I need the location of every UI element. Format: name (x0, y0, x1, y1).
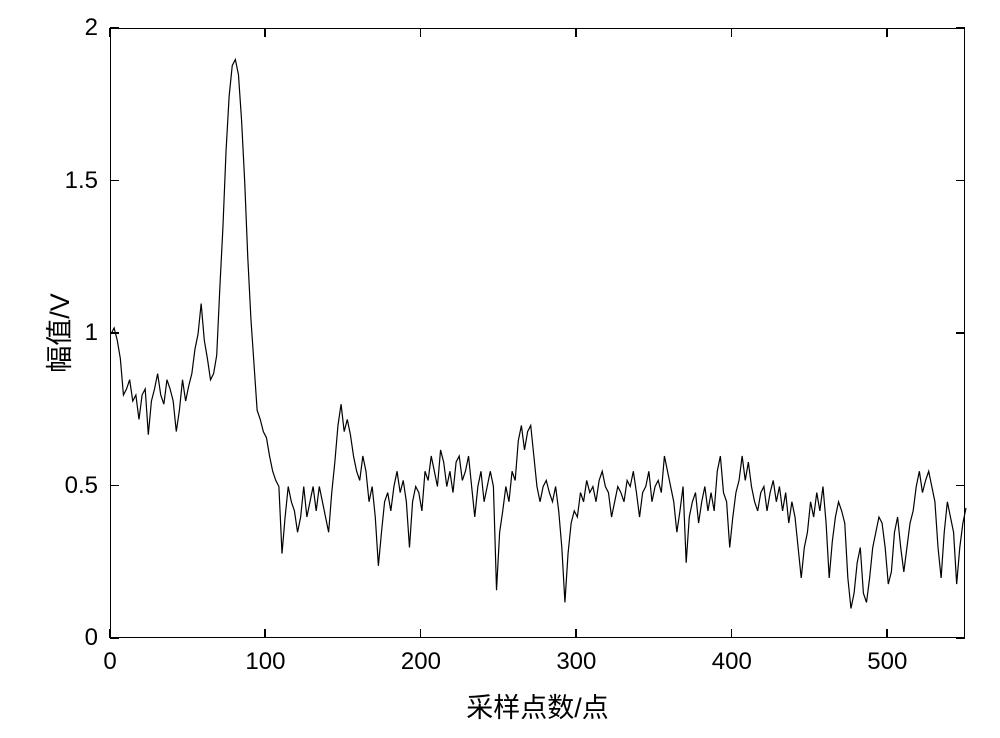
x-tick-mark (731, 28, 733, 37)
y-tick-label: 0.5 (65, 472, 98, 500)
x-tick-mark (420, 28, 422, 37)
x-tick-mark (109, 629, 111, 638)
x-tick-label: 300 (556, 648, 596, 676)
x-tick-label: 200 (401, 648, 441, 676)
x-tick-mark (109, 28, 111, 37)
y-tick-mark (110, 180, 119, 182)
y-tick-label: 2 (85, 14, 98, 42)
y-tick-label: 0 (85, 624, 98, 652)
chart-container: 0 0.5 1 1.5 2 0 100 200 300 400 500 幅值/V 采样点数/点 (0, 0, 1000, 738)
x-tick-mark (264, 629, 266, 638)
y-axis-label: 幅值/V (38, 293, 77, 373)
x-tick-mark (886, 629, 888, 638)
series-path (111, 60, 966, 609)
x-tick-label: 100 (245, 648, 285, 676)
y-tick-label: 1 (85, 319, 98, 347)
x-tick-mark (575, 629, 577, 638)
x-axis-label: 采样点数/点 (466, 686, 609, 725)
y-tick-mark (956, 180, 965, 182)
plot-area (110, 28, 965, 638)
y-tick-label: 1.5 (65, 167, 98, 195)
line-series (111, 29, 966, 639)
y-tick-mark (110, 637, 119, 639)
x-tick-label: 0 (103, 648, 116, 676)
x-tick-mark (575, 28, 577, 37)
y-tick-mark (956, 332, 965, 334)
y-tick-mark (110, 27, 119, 29)
x-tick-label: 400 (712, 648, 752, 676)
y-tick-mark (956, 485, 965, 487)
y-tick-mark (956, 637, 965, 639)
y-tick-mark (956, 27, 965, 29)
x-tick-mark (886, 28, 888, 37)
y-tick-mark (110, 332, 119, 334)
x-tick-mark (264, 28, 266, 37)
y-tick-mark (110, 485, 119, 487)
x-tick-mark (731, 629, 733, 638)
x-tick-mark (420, 629, 422, 638)
x-tick-label: 500 (867, 648, 907, 676)
